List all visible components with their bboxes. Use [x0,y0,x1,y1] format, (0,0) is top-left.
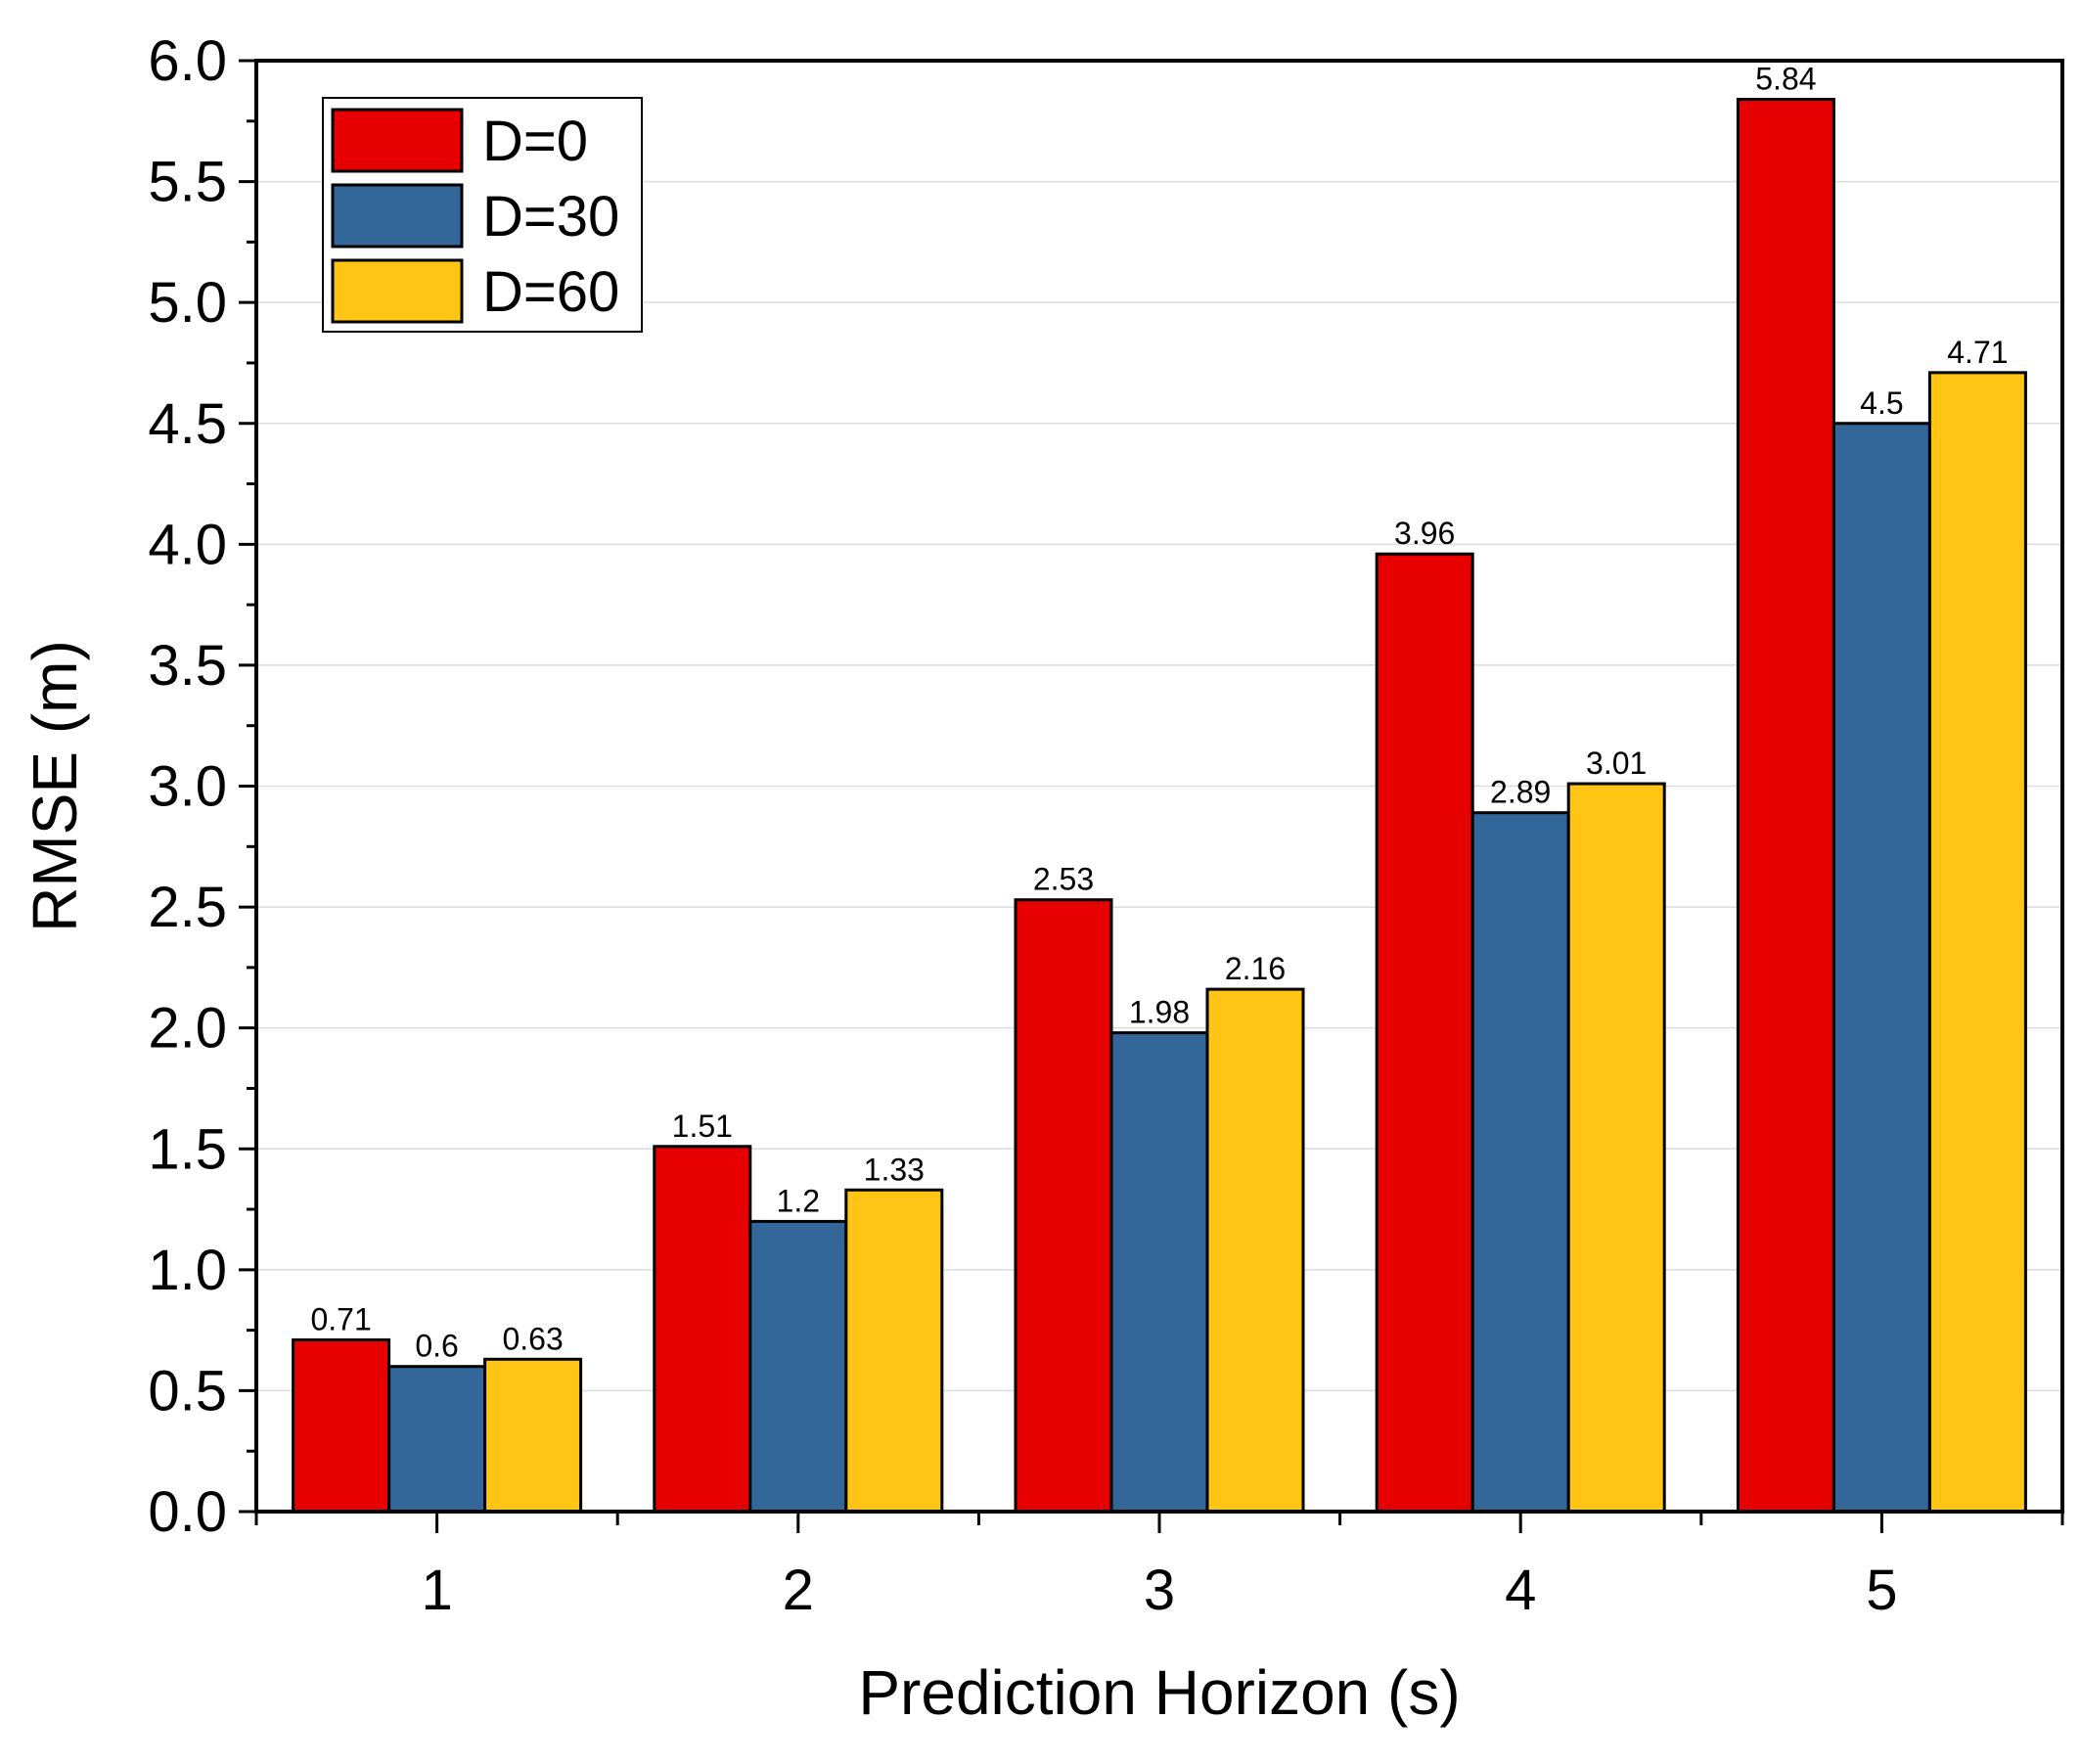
bar-value-label: 2.53 [1033,862,1094,897]
legend: D=0 D=30 D=60 [322,97,643,333]
bar-value-label: 1.51 [672,1108,733,1144]
bar-value-label: 1.2 [777,1183,820,1218]
bar-value-label: 4.71 [1947,335,2008,370]
y-tick-label: 5.0 [148,271,227,335]
legend-label: D=60 [482,260,619,324]
bar-value-label: 2.89 [1490,775,1551,810]
y-tick-label: 0.5 [148,1359,227,1423]
bar-value-label: 2.16 [1225,951,1286,986]
axes: 0.0 0.5 1.0 1.5 2.0 2.5 3.0 3.5 4.0 4.5 5.0 5.5 6.0 1… [148,29,2064,1622]
legend-label: D=0 [482,110,588,173]
y-tick-label: 2.5 [148,876,227,939]
x-tick-label: 5 [1866,1559,1897,1622]
bar-value-label: 0.6 [415,1329,458,1364]
y-tick-label: 4.0 [148,513,227,576]
plot-frame [254,59,2064,1514]
bar-value-label: 1.33 [864,1152,925,1187]
legend-swatch [331,258,464,324]
x-tick-label: 2 [783,1559,814,1622]
bar-D=60-4 [1566,782,1666,1514]
y-tick-label: 3.5 [148,634,227,698]
bar-value-label: 3.96 [1394,516,1455,551]
bar-D=0-1 [292,1338,391,1514]
y-tick-label: 0.0 [148,1480,227,1544]
y-tick-label: 1.5 [148,1117,227,1181]
x-tick-label: 4 [1505,1559,1536,1622]
y-tick-label: 6.0 [148,29,227,93]
bar-value-label: 5.84 [1755,62,1816,97]
y-tick-label: 2.0 [148,997,227,1061]
y-tick-label: 4.5 [148,392,227,456]
bar-D=30-3 [1109,1031,1209,1514]
bar-D=60-1 [483,1357,583,1514]
bar-D=0-5 [1736,98,1835,1514]
x-tick-label: 1 [421,1559,452,1622]
y-tick-label: 3.0 [148,755,227,819]
bar-D=30-1 [387,1365,487,1514]
bar-D=0-4 [1375,552,1474,1514]
bar-value-label: 0.63 [502,1321,563,1356]
x-tick-label: 3 [1144,1559,1175,1622]
bar-D=60-2 [844,1188,944,1514]
y-tick-label: 5.5 [148,151,227,214]
bars [292,98,2027,1514]
bar-value-label: 4.5 [1860,385,1903,421]
x-axis-title: Prediction Horizon (s) [858,1657,1460,1728]
legend-swatch [331,108,464,173]
y-axis-title: RMSE (m) [20,640,90,932]
bar-D=60-3 [1205,987,1305,1514]
bar-D=30-5 [1831,422,1931,1514]
bar-value-label: 1.98 [1129,995,1190,1030]
bar-value-label: 0.71 [310,1302,371,1337]
bar-value-label: 3.01 [1586,746,1647,781]
bar-D=0-3 [1014,898,1113,1514]
bar-D=0-2 [653,1145,752,1514]
y-tick-label: 1.0 [148,1239,227,1302]
bar-D=30-2 [748,1219,848,1514]
bar-D=30-4 [1470,811,1570,1514]
bar-D=60-5 [1927,371,2027,1514]
legend-label: D=30 [482,185,619,249]
data-labels: 0.71 0.6 0.63 1.51 1.2 1.33 2.53 1.98 2.16 3.96 2.… [310,62,2008,1364]
legend-swatch [331,183,464,249]
